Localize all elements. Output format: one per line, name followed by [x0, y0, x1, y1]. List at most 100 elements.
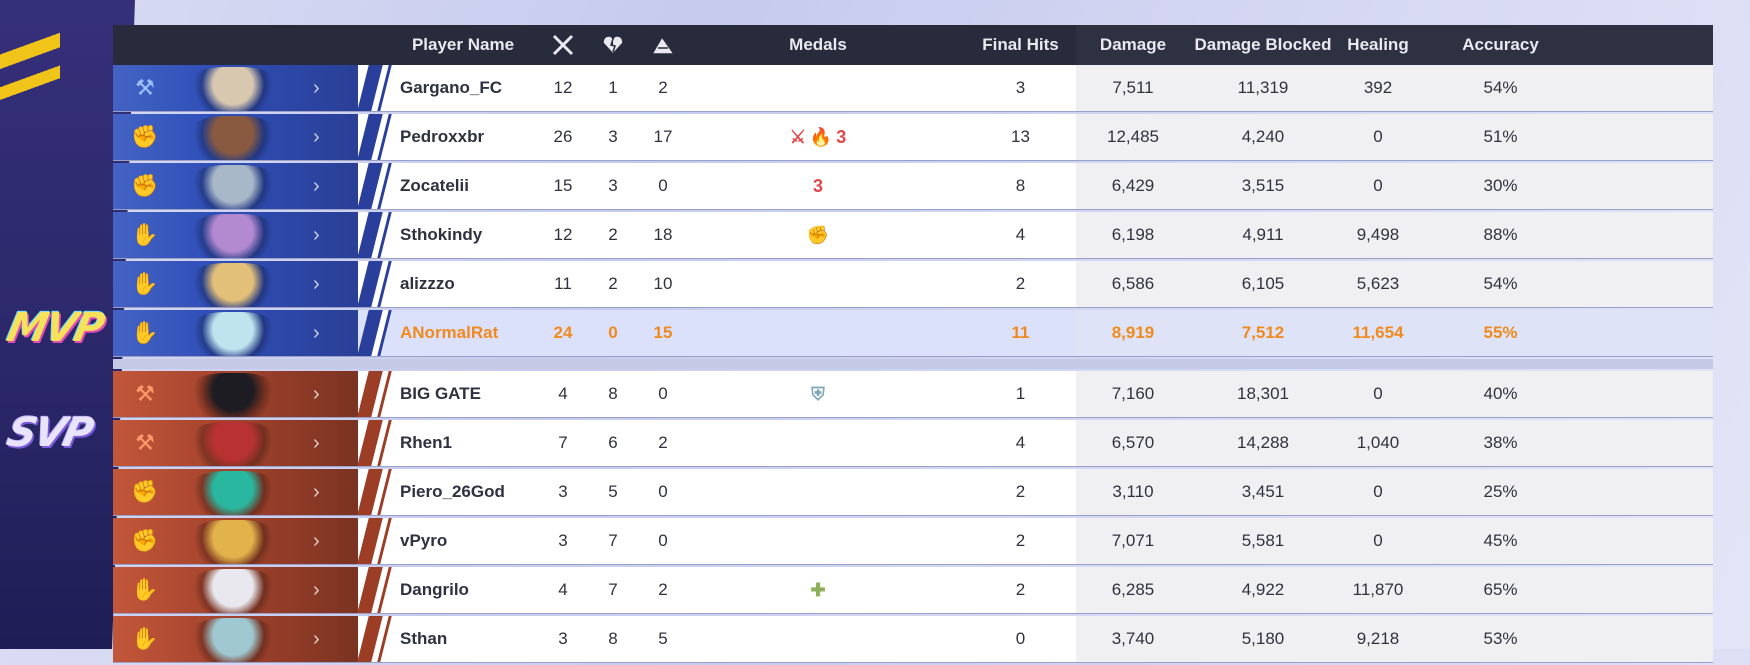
hero-portrait[interactable]: ✊ ›	[113, 469, 358, 515]
row-stats-bg	[1076, 261, 1713, 307]
kills-value: 3	[558, 629, 568, 648]
player-row[interactable]: ✋ › Dangrilo 4 7 2 ✚ 2 6,285 4,922 11,87…	[113, 567, 1713, 614]
player-row[interactable]: ⚒ › Gargano_FC 12 1 2 3 7,511 11,319 392…	[113, 65, 1713, 112]
row-stats-bg	[1076, 310, 1713, 356]
chevron-right-icon[interactable]: ›	[313, 628, 320, 650]
hero-portrait[interactable]: ✋ ›	[113, 212, 358, 258]
chevron-right-icon[interactable]: ›	[313, 77, 320, 99]
deaths-value: 0	[608, 323, 618, 342]
triple-kill-medal-icon[interactable]: 3	[836, 126, 847, 147]
player-name[interactable]: BIG GATE	[400, 384, 481, 403]
accuracy-value: 54%	[1483, 78, 1518, 97]
player-row[interactable]: ✋ › Sthokindy 12 2 18 ✊ 4 6,198 4,911 9,…	[113, 212, 1713, 259]
player-name[interactable]: vPyro	[400, 531, 448, 550]
player-name[interactable]: Piero_26God	[400, 482, 505, 501]
chevron-right-icon[interactable]: ›	[313, 322, 320, 344]
player-name[interactable]: Sthan	[400, 629, 448, 648]
deaths-value: 8	[608, 629, 618, 648]
heal-cross-medal-icon[interactable]: ✚	[810, 579, 826, 600]
accuracy-value: 54%	[1483, 274, 1518, 293]
team-divider	[113, 359, 1713, 369]
triple-kill-medal-icon[interactable]: 3	[812, 175, 823, 196]
accuracy-value: 65%	[1483, 580, 1518, 599]
gold-stripe-decor	[0, 0, 60, 160]
healing-value: 9,218	[1356, 629, 1400, 648]
strategist-icon: ✋	[131, 320, 159, 345]
chevron-right-icon[interactable]: ›	[313, 579, 320, 601]
player-row[interactable]: ✊ › Piero_26God 3 5 0 2 3,110 3,451 0 25…	[113, 469, 1713, 516]
portrait-slash-divider	[357, 469, 383, 515]
shield-medal-icon[interactable]: ⛨	[811, 383, 825, 404]
mvp-badge: MVP	[3, 305, 107, 351]
damage-value: 6,570	[1111, 433, 1155, 452]
strategist-icon: ✋	[131, 222, 159, 247]
player-name[interactable]: Gargano_FC	[400, 78, 503, 97]
hero-portrait[interactable]: ✋ ›	[113, 261, 358, 307]
chevron-right-icon[interactable]: ›	[313, 224, 320, 246]
hero-portrait[interactable]: ✊ ›	[113, 163, 358, 209]
chevron-right-icon[interactable]: ›	[313, 383, 320, 405]
hero-portrait[interactable]: ✋ ›	[113, 310, 358, 356]
player-name[interactable]: ANormalRat	[400, 323, 499, 342]
kills-value: 4	[558, 580, 568, 599]
player-row[interactable]: ✊ › Pedroxxbr 26 3 17 ⚔ 🔥 3 13 12,485 4,24…	[113, 114, 1713, 161]
vanguard-icon: ⚒	[135, 381, 155, 406]
kills-value: 4	[558, 384, 568, 403]
duelist-icon: ✊	[131, 479, 159, 504]
player-name[interactable]: Dangrilo	[400, 580, 469, 599]
chevron-right-icon[interactable]: ›	[313, 126, 320, 148]
chevron-right-icon[interactable]: ›	[313, 175, 320, 197]
damage-blocked-value: 3,451	[1241, 482, 1285, 501]
hero-portrait[interactable]: ✋ ›	[113, 567, 358, 613]
final-hits-value: 4	[1015, 225, 1026, 244]
damage-value: 12,485	[1107, 127, 1159, 146]
player-row[interactable]: ✋ › ANormalRat 24 0 15 11 8,919 7,512 11…	[113, 310, 1713, 357]
damage-value: 7,071	[1111, 531, 1155, 550]
hero-portrait[interactable]: ✋ ›	[113, 616, 358, 662]
player-row[interactable]: ✊ › Zocatelii 15 3 0 3 8 6,429 3,515 0 3…	[113, 163, 1713, 210]
header-damage: Damage	[1099, 35, 1167, 54]
medals-cell: ⚔ 🔥 3	[713, 114, 923, 160]
assists-value: 18	[653, 225, 673, 244]
assists-value: 2	[658, 433, 668, 452]
player-row[interactable]: ⚒ › Rhen1 7 6 2 4 6,570 14,288 1,040 38%	[113, 420, 1713, 467]
accuracy-value: 25%	[1483, 482, 1518, 501]
kills-header-icon	[538, 25, 588, 65]
portrait-slash-divider	[357, 567, 383, 613]
player-name[interactable]: Zocatelii	[400, 176, 469, 195]
chevron-right-icon[interactable]: ›	[313, 273, 320, 295]
hero-portrait[interactable]: ✊ ›	[113, 518, 358, 564]
player-row[interactable]: ✋ › alizzzo 11 2 10 2 6,586 6,105 5,623 …	[113, 261, 1713, 308]
hero-face-image	[188, 520, 278, 564]
player-row[interactable]: ⚒ › BIG GATE 4 8 0 ⛨ 1 7,160 18,301 0 40…	[113, 371, 1713, 418]
healing-value: 11,870	[1352, 580, 1404, 599]
player-name[interactable]: Pedroxxbr	[400, 127, 485, 146]
hero-portrait[interactable]: ⚒ ›	[113, 420, 358, 466]
chevron-right-icon[interactable]: ›	[313, 481, 320, 503]
damage-value: 6,198	[1111, 225, 1155, 244]
hero-portrait[interactable]: ⚒ ›	[113, 65, 358, 111]
fist-medal-icon[interactable]: ✊	[806, 224, 830, 245]
player-row[interactable]: ✋ › Sthan 3 8 5 0 3,740 5,180 9,218 53%	[113, 616, 1713, 663]
player-name[interactable]: Sthokindy	[400, 225, 483, 244]
damage-value: 7,160	[1111, 384, 1155, 403]
header-accuracy: Accuracy	[1462, 35, 1539, 54]
hero-portrait[interactable]: ⚒ ›	[113, 371, 358, 417]
damage-blocked-value: 4,911	[1242, 225, 1284, 244]
portrait-slash-divider	[357, 65, 383, 111]
damage-blocked-value: 6,105	[1241, 274, 1285, 293]
header-player-name: Player Name	[411, 35, 515, 54]
player-row[interactable]: ✊ › vPyro 3 7 0 2 7,071 5,581 0 45%	[113, 518, 1713, 565]
flame-medal-icon[interactable]: 🔥	[809, 126, 833, 147]
player-name[interactable]: alizzzo	[400, 274, 455, 293]
chevron-right-icon[interactable]: ›	[313, 530, 320, 552]
accuracy-value: 51%	[1483, 127, 1518, 146]
hero-portrait[interactable]: ✊ ›	[113, 114, 358, 160]
player-name[interactable]: Rhen1	[400, 433, 452, 452]
duelist-icon: ✊	[131, 528, 159, 553]
medals-cell	[713, 310, 923, 356]
deaths-value: 3	[608, 176, 618, 195]
medals-cell	[713, 616, 923, 662]
crossed-swords-medal-icon[interactable]: ⚔	[789, 126, 806, 147]
chevron-right-icon[interactable]: ›	[313, 432, 320, 454]
